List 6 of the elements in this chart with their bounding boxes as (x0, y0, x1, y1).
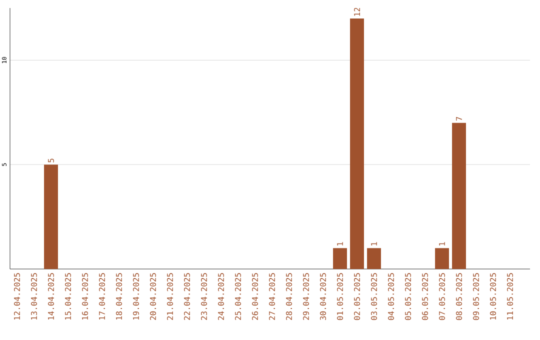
bar (367, 248, 381, 269)
bar (44, 164, 58, 269)
bar (452, 122, 466, 269)
bar (435, 248, 449, 269)
bar (333, 248, 347, 269)
bar (350, 18, 364, 269)
